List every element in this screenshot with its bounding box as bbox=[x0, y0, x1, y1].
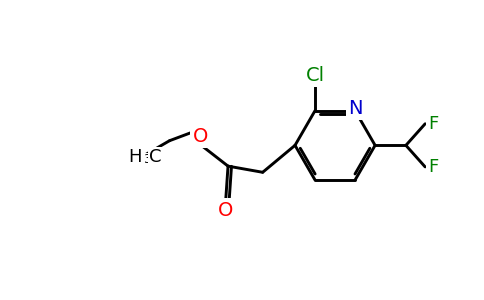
Text: N: N bbox=[348, 99, 363, 118]
Text: F: F bbox=[428, 158, 439, 176]
Text: O: O bbox=[218, 200, 233, 220]
Text: C: C bbox=[149, 148, 161, 166]
Text: Cl: Cl bbox=[305, 66, 325, 85]
Text: O: O bbox=[193, 127, 208, 146]
Text: H: H bbox=[128, 148, 142, 166]
Text: 3: 3 bbox=[143, 154, 151, 166]
Text: F: F bbox=[428, 115, 439, 133]
